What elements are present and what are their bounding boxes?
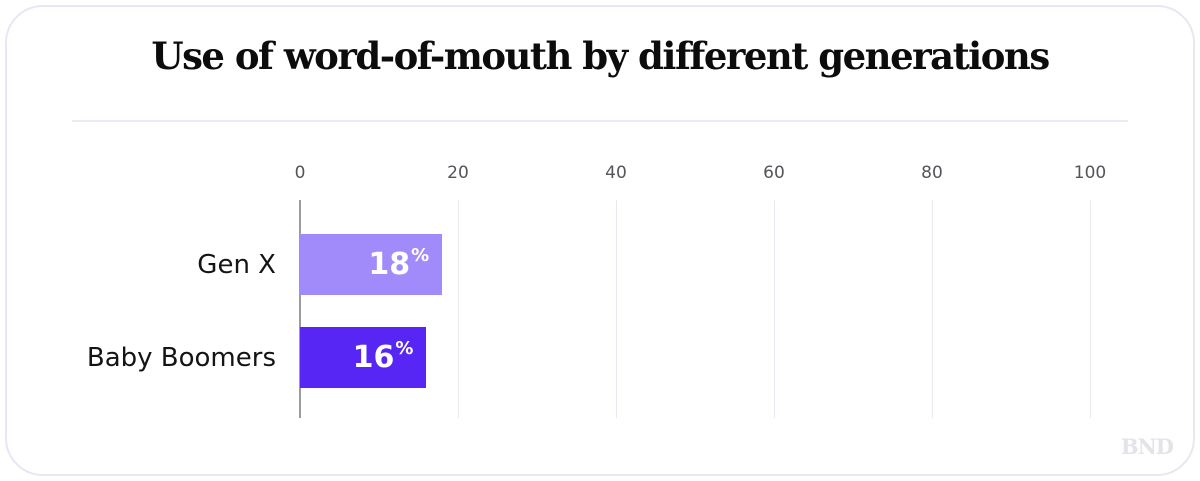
gridline (457, 200, 459, 418)
x-tick-label: 0 (294, 163, 306, 183)
gridline (1089, 200, 1091, 418)
x-tick-label: 40 (605, 163, 627, 183)
x-tick-label: 20 (447, 163, 469, 183)
gridline (931, 200, 933, 418)
brand-watermark: BND (1120, 434, 1174, 459)
y-axis-line (299, 200, 301, 418)
bar-value-label: 16 (352, 339, 395, 375)
category-label-gen-x: Gen X (197, 249, 276, 280)
title-divider (72, 120, 1128, 122)
bar-value-label: 18 (368, 246, 411, 282)
chart-title: Use of word-of-mouth by different genera… (151, 34, 1050, 78)
chart-card-border (5, 5, 1195, 476)
x-tick-label: 80 (921, 163, 943, 183)
category-label-baby-boomers: Baby Boomers (86, 342, 276, 373)
bar-baby-boomers: 16% (300, 327, 427, 388)
x-tick-label: 60 (763, 163, 785, 183)
bar-value-percent-sign: % (411, 244, 430, 266)
plot-area: 18% 16% (299, 200, 1091, 418)
gridline (615, 200, 617, 418)
bar-gen-x: 18% (300, 234, 443, 295)
gridline (773, 200, 775, 418)
bar-value-percent-sign: % (395, 337, 414, 359)
x-tick-label: 100 (1073, 163, 1107, 183)
